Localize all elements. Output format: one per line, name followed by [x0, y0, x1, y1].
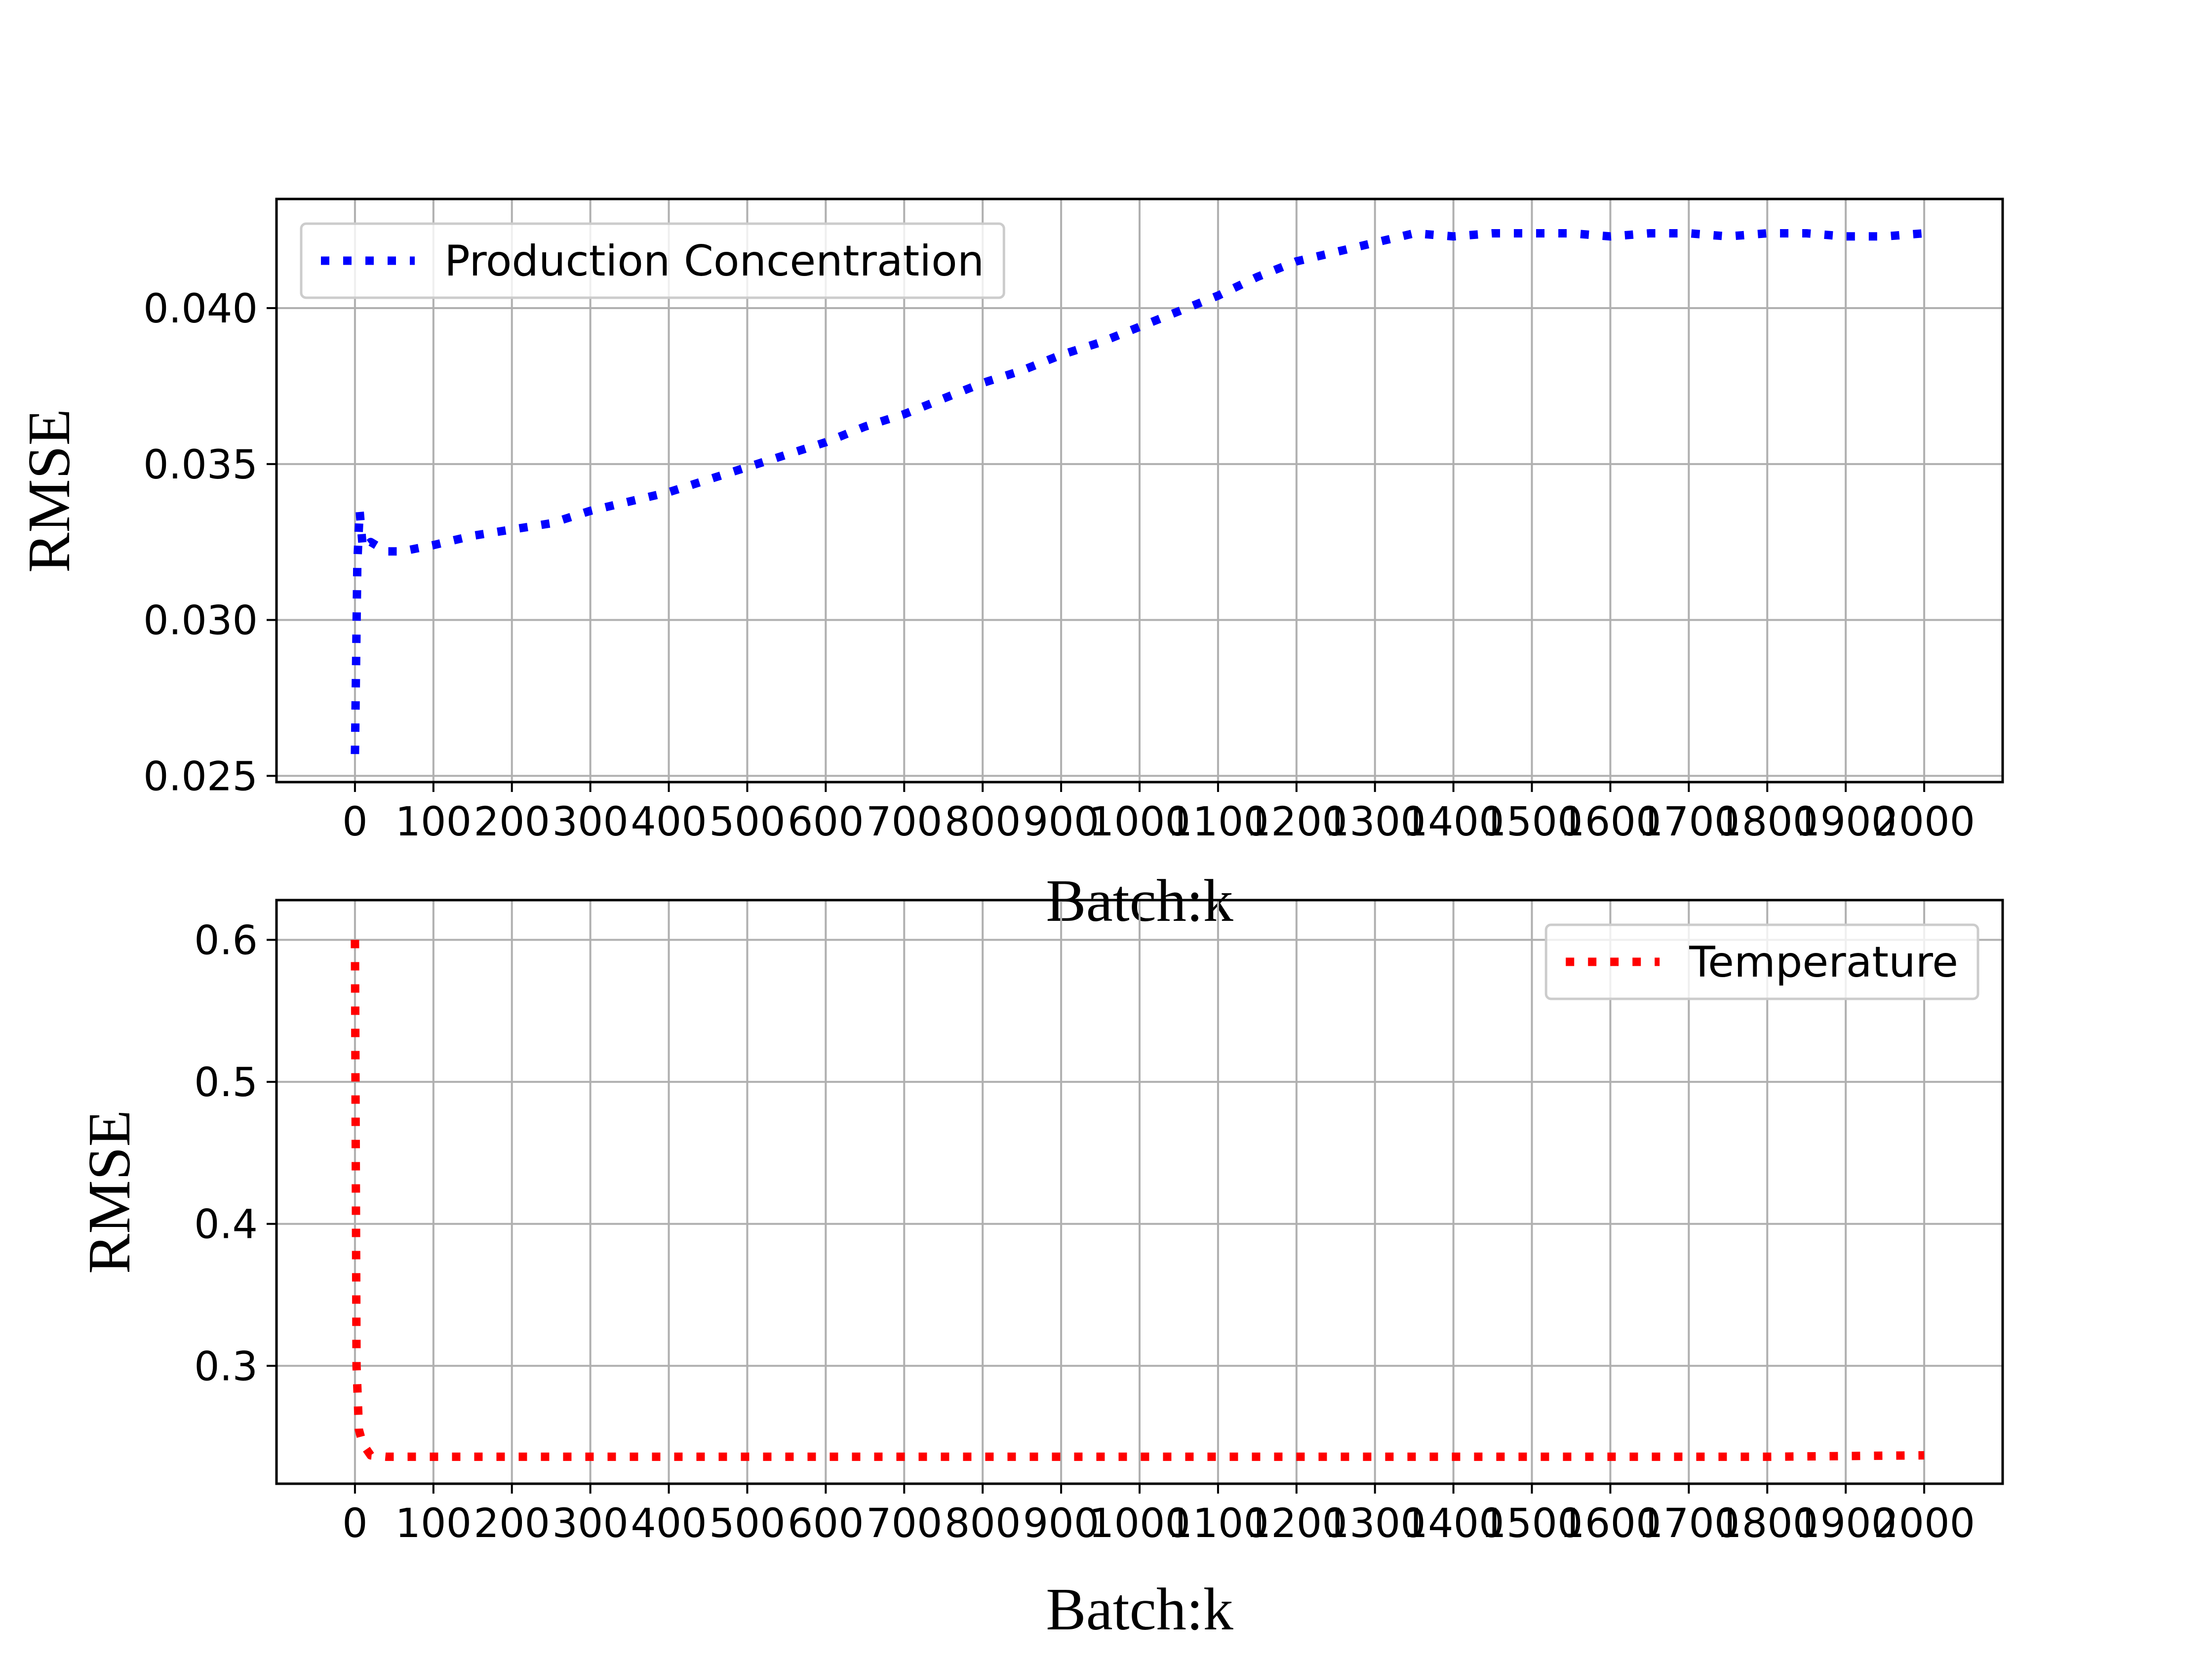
y-tick-label: 0.040: [143, 286, 258, 332]
x-tick-label: 1700: [1638, 799, 1739, 845]
x-tick-label: 1900: [1795, 1501, 1896, 1547]
y-tick-label: 0.3: [194, 1343, 258, 1390]
x-tick-label: 1500: [1481, 1501, 1582, 1547]
x-tick-label: 1200: [1246, 1501, 1347, 1547]
x-axis-label: Batch:k: [1046, 1576, 1233, 1643]
x-tick-label: 1800: [1716, 799, 1818, 845]
x-tick-label: 1200: [1246, 799, 1347, 845]
x-tick-label: 1100: [1167, 799, 1269, 845]
temperature-chart: 0 100 200 300 400 500 600 700 800 900100011001200…: [76, 899, 2004, 1643]
x-tick-label: 500: [709, 1501, 786, 1547]
x-tick-label: 800: [945, 799, 1021, 845]
x-tick-label: 2000: [1873, 799, 1975, 845]
y-axis-label: RMSE: [16, 409, 82, 573]
legend-label-temperature: Temperature: [1689, 938, 1958, 987]
x-tick-label: 800: [945, 1501, 1021, 1547]
x-tick-label: 900: [1023, 1501, 1100, 1547]
x-tick-label: 1300: [1324, 799, 1426, 845]
y-tick-label: 0.035: [143, 442, 258, 488]
x-tick-label: 700: [866, 799, 943, 845]
x-tick-labels: 0 100 200 300 400 500 600 700 800 900100011001200…: [342, 1501, 1975, 1547]
x-tick-labels: 0 100 200 300 400 500 600 700 800 900100011001200…: [342, 799, 1975, 845]
x-tick-label: 500: [709, 799, 786, 845]
x-tick-label: 700: [866, 1501, 943, 1547]
x-tick-label: 0: [342, 1501, 368, 1547]
x-tick-label: 200: [474, 1501, 550, 1547]
x-tick-label: 200: [474, 799, 550, 845]
x-tick-label: 1800: [1716, 1501, 1818, 1547]
x-tick-label: 300: [552, 799, 629, 845]
x-tick-label: 2000: [1873, 1501, 1975, 1547]
x-tick-label: 1100: [1167, 1501, 1269, 1547]
x-tick-label: 100: [395, 799, 472, 845]
x-tick-label: 600: [788, 799, 864, 845]
legend-box: [1544, 923, 1979, 1000]
x-tick-label: 1900: [1795, 799, 1896, 845]
y-tick-label: 0.5: [194, 1060, 258, 1106]
x-tick-label: 1000: [1089, 1501, 1190, 1547]
y-axis-label: RMSE: [76, 1110, 143, 1274]
y-tick-labels: 0.3 0.4 0.5 0.6: [194, 918, 258, 1390]
x-tick-label: 0: [342, 799, 368, 845]
x-tick-label: 1500: [1481, 799, 1582, 845]
production-concentration-chart: 0 100 200 300 400 500 600 700 800 900100011001200…: [16, 198, 2004, 934]
legend-label-production-concentration: Production Concentration: [444, 237, 984, 286]
x-tick-label: 600: [788, 1501, 864, 1547]
x-tick-label: 400: [631, 1501, 707, 1547]
x-tick-label: 1700: [1638, 1501, 1739, 1547]
y-tick-label: 0.025: [143, 753, 258, 800]
legend-box: [300, 222, 1005, 299]
x-tick-label: 900: [1023, 799, 1100, 845]
y-tick-label: 0.4: [194, 1202, 258, 1248]
legend: Production Concentration: [300, 222, 1005, 299]
x-tick-label: 1600: [1559, 1501, 1661, 1547]
x-tick-label: 1600: [1559, 799, 1661, 845]
x-tick-label: 1300: [1324, 1501, 1426, 1547]
tick-marks: [267, 939, 1926, 1494]
x-tick-label: 400: [631, 799, 707, 845]
x-tick-label: 1400: [1403, 1501, 1504, 1547]
y-tick-label: 0.030: [143, 598, 258, 644]
legend: Temperature: [1544, 923, 1979, 1000]
x-tick-label: 1000: [1089, 799, 1190, 845]
x-tick-label: 100: [395, 1501, 472, 1547]
y-tick-label: 0.6: [194, 918, 258, 964]
y-tick-labels: 0.025 0.030 0.035 0.040: [143, 286, 258, 800]
tick-marks: [267, 307, 1926, 792]
x-tick-label: 1400: [1403, 799, 1504, 845]
x-tick-label: 300: [552, 1501, 629, 1547]
